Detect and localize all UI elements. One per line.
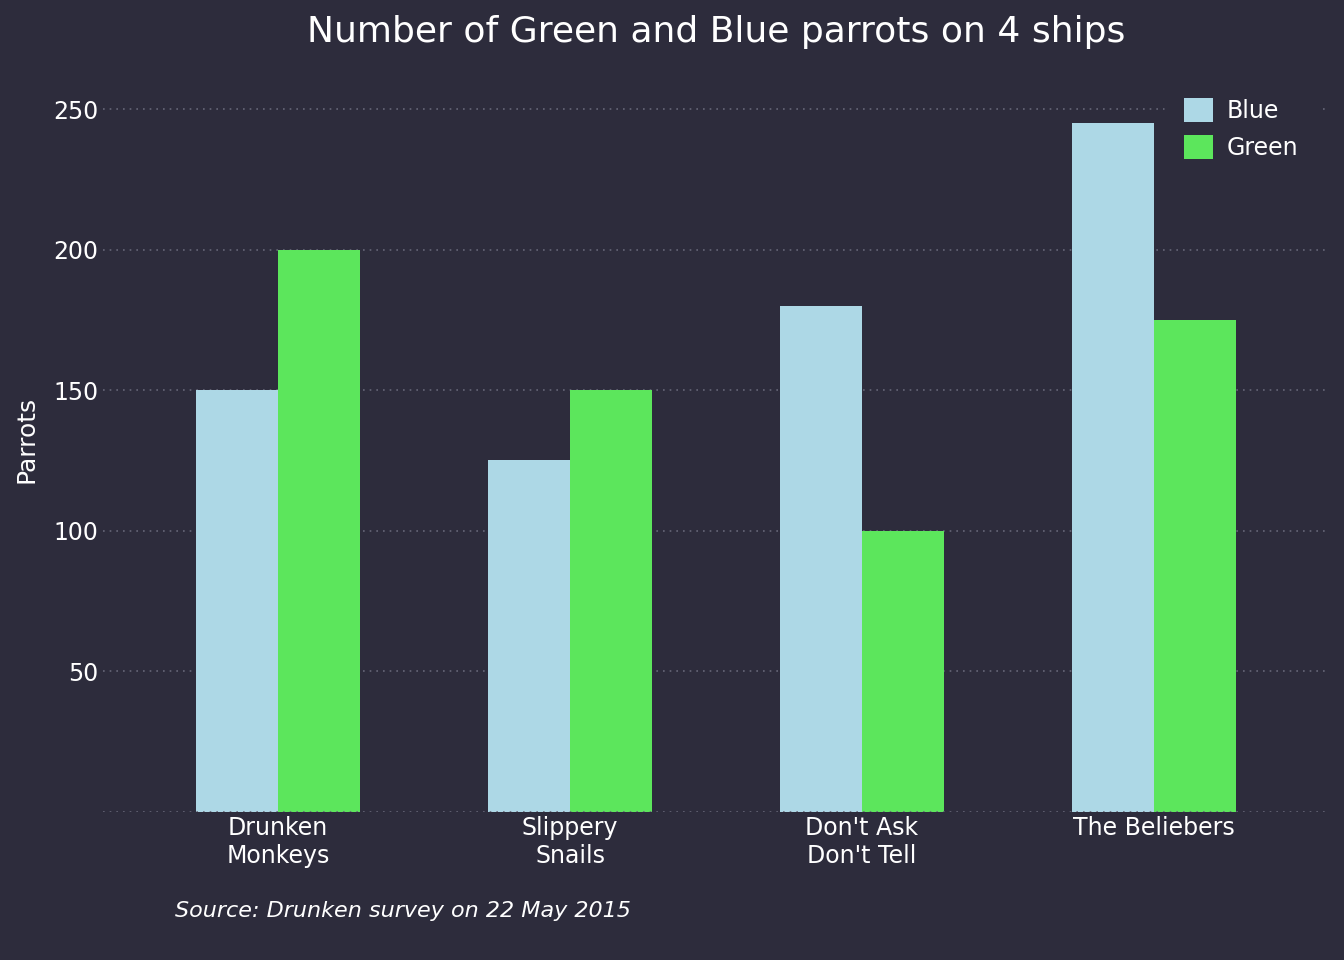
Bar [196,390,278,811]
Bar [570,390,652,811]
Bar [1154,320,1235,811]
Bar [278,250,360,811]
Text: Source: Drunken survey on 22 May 2015: Source: Drunken survey on 22 May 2015 [175,900,630,921]
Y-axis label: Parrots: Parrots [15,396,39,483]
Bar [488,461,570,811]
Title: Number of Green and Blue parrots on 4 ships: Number of Green and Blue parrots on 4 sh… [306,15,1125,49]
Bar [781,306,862,811]
Bar [1073,123,1154,811]
Bar [862,531,943,811]
Legend: Blue, Green: Blue, Green [1165,79,1317,179]
